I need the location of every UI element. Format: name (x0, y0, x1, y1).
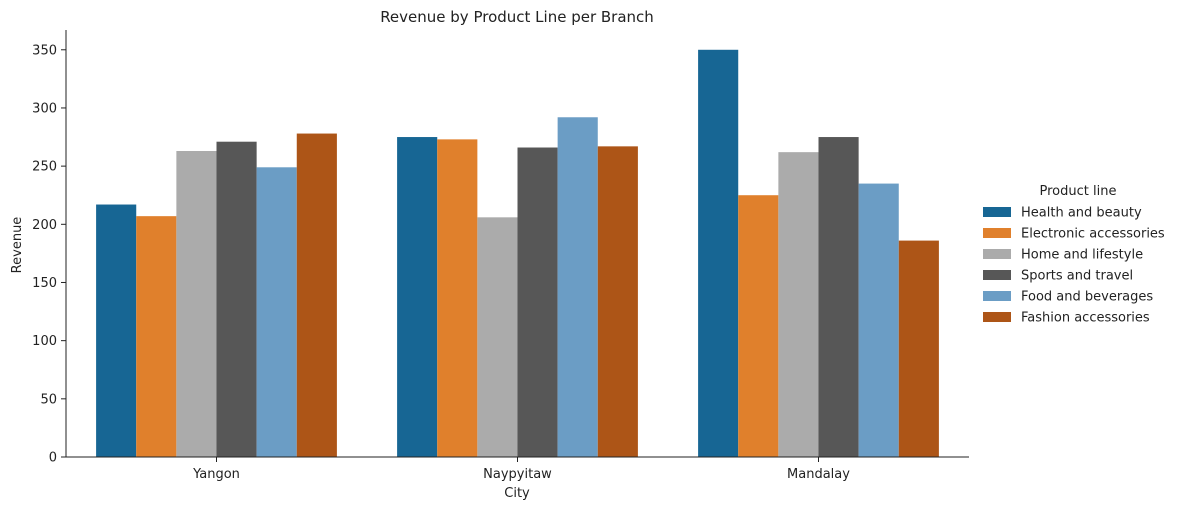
bar (216, 141, 257, 457)
y-tick-label: 0 (49, 451, 57, 466)
x-tick-label: Mandalay (787, 467, 850, 482)
y-tick-label: 100 (32, 334, 57, 349)
x-axis-label: City (504, 486, 530, 501)
y-tick-label: 300 (32, 101, 57, 116)
y-tick-label: 50 (40, 392, 57, 407)
bar (477, 217, 518, 457)
y-tick-label: 350 (32, 43, 57, 58)
bar (738, 195, 779, 457)
chart-title: Revenue by Product Line per Branch (380, 8, 654, 26)
bar (698, 49, 739, 457)
bar (256, 167, 297, 457)
bar (136, 216, 177, 457)
legend-swatch (983, 312, 1011, 322)
bar (898, 240, 939, 457)
bar (597, 146, 638, 458)
x-tick-label: Yangon (192, 467, 240, 482)
bar (517, 147, 558, 457)
legend-swatch (983, 207, 1011, 217)
legend-swatch (983, 249, 1011, 259)
legend-title: Product line (1040, 184, 1117, 199)
bars-group (96, 49, 939, 458)
legend-label: Fashion accessories (1021, 311, 1150, 326)
bar (778, 152, 819, 458)
bar (176, 151, 217, 457)
y-tick-label: 150 (32, 276, 57, 291)
bar (557, 117, 598, 457)
bar (296, 133, 337, 457)
legend-label: Sports and travel (1021, 269, 1133, 284)
legend-label: Food and beverages (1021, 290, 1153, 305)
legend-swatch (983, 291, 1011, 301)
legend-label: Electronic accessories (1021, 227, 1165, 242)
y-tick-label: 250 (32, 160, 57, 175)
bar (96, 204, 137, 457)
y-tick-label: 200 (32, 218, 57, 233)
bar (437, 139, 478, 457)
legend: Product line Health and beauty Electronic… (983, 184, 1165, 326)
bar (818, 137, 859, 457)
bar (397, 137, 438, 457)
legend-swatch (983, 270, 1011, 280)
legend-swatch (983, 228, 1011, 238)
legend-label: Home and lifestyle (1021, 248, 1143, 263)
y-axis-label: Revenue (10, 217, 25, 274)
legend-label: Health and beauty (1021, 206, 1142, 221)
bar (858, 183, 899, 457)
x-tick-label: Naypyitaw (483, 467, 552, 482)
x-axis: Yangon Naypyitaw Mandalay (66, 456, 969, 482)
y-axis: 0 50 100 150 200 250 300 350 (32, 30, 67, 466)
